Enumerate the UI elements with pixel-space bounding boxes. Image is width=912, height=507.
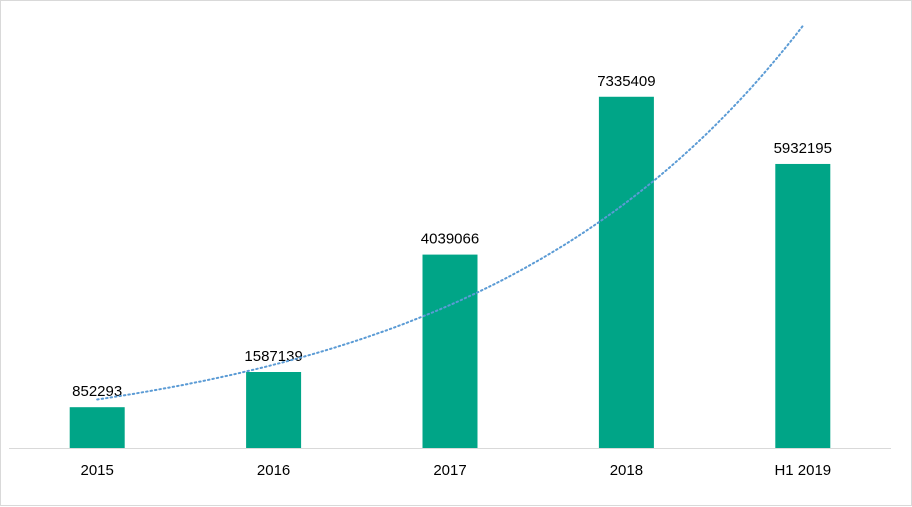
trendline: [96, 24, 804, 401]
x-tick-label: 2016: [257, 462, 290, 479]
bar-2016: [246, 372, 302, 448]
bar-2015: [69, 407, 125, 448]
x-tick-label: 2018: [610, 462, 643, 479]
data-label: 4039066: [421, 231, 479, 248]
bar-h1-2019: [775, 163, 831, 448]
data-label: 5932195: [774, 140, 832, 157]
data-label: 852293: [72, 383, 122, 400]
x-tick-label: 2015: [81, 462, 114, 479]
x-tick-label: H1 2019: [774, 462, 831, 479]
bar-2018: [598, 96, 654, 448]
bar-2017: [422, 254, 478, 448]
x-tick-label: 2017: [433, 462, 466, 479]
data-label: 7335409: [597, 73, 655, 90]
data-label: 1587139: [244, 348, 302, 365]
